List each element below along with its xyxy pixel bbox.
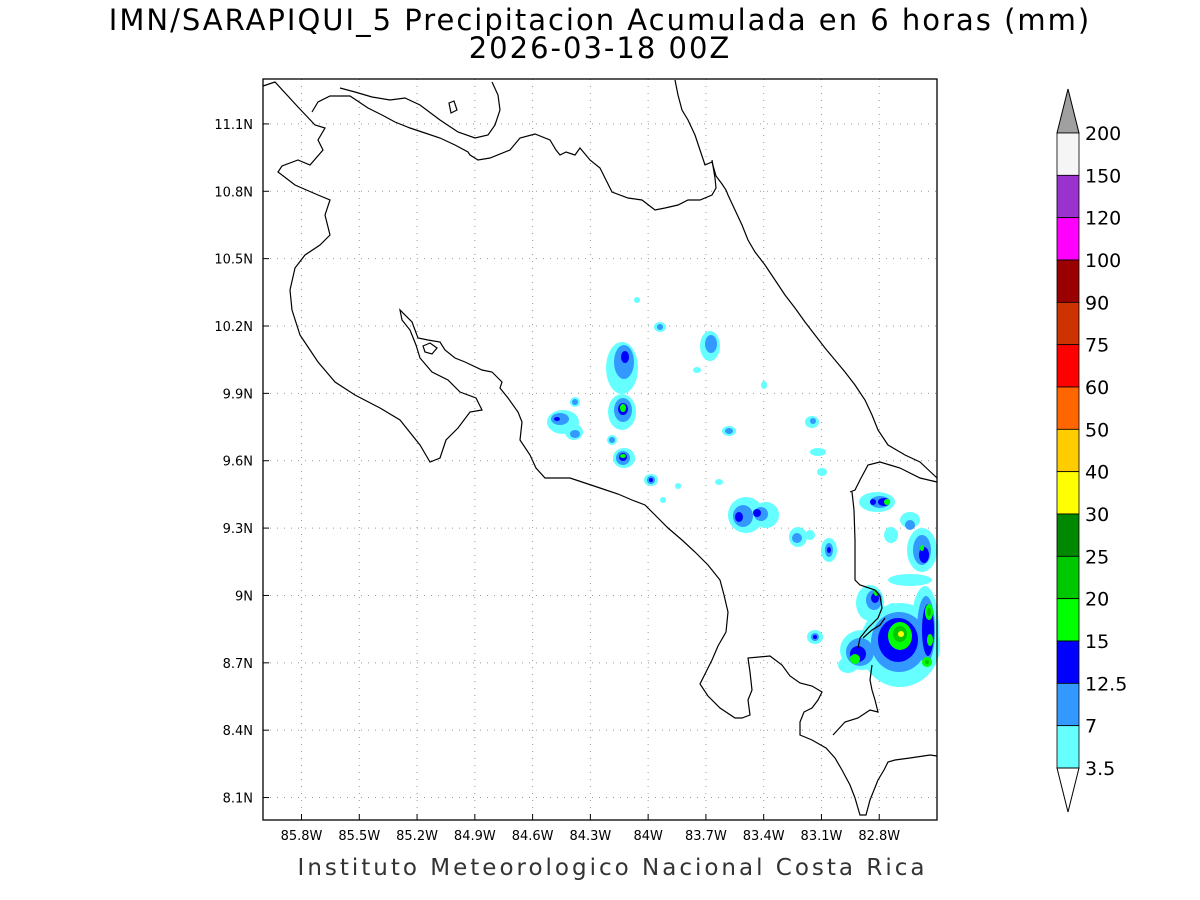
colorbar-segment bbox=[1056, 640, 1080, 684]
colorbar-label: 200 bbox=[1085, 123, 1121, 145]
colorbar-label: 3.5 bbox=[1085, 758, 1115, 780]
colorbar-segment bbox=[1056, 217, 1080, 261]
colorbar-label: 30 bbox=[1085, 504, 1109, 526]
colorbar-label: 40 bbox=[1085, 462, 1109, 484]
colorbar-segment bbox=[1056, 301, 1080, 346]
colorbar-segment bbox=[1056, 174, 1080, 219]
lat-tick-label: 9.3N bbox=[223, 522, 253, 537]
colorbar-label: 150 bbox=[1085, 165, 1121, 187]
lon-tick-label: 84.3W bbox=[569, 829, 611, 844]
lon-tick-label: 83.1W bbox=[801, 829, 843, 844]
lon-tick-label: 84.9W bbox=[454, 829, 496, 844]
colorbar-label: 15 bbox=[1085, 631, 1109, 653]
colorbar-label: 100 bbox=[1085, 250, 1121, 272]
colorbar-segment bbox=[1056, 386, 1080, 430]
colorbar-top-arrow bbox=[1056, 88, 1080, 134]
coastline bbox=[262, 79, 938, 816]
colorbar-segment bbox=[1056, 132, 1080, 176]
colorbar-label: 7 bbox=[1085, 716, 1097, 738]
lat-tick-label: 9.6N bbox=[223, 455, 253, 470]
lon-tick-label: 84W bbox=[633, 829, 663, 844]
colorbar-label: 25 bbox=[1085, 546, 1109, 568]
precipitation-field bbox=[547, 297, 940, 687]
map-title: IMN/SARAPIQUI_5 Precipitacion Acumulada … bbox=[108, 3, 1092, 37]
colorbar-label: 50 bbox=[1085, 419, 1109, 441]
longitude-axis: 85.8W 85.5W 85.2W 84.9W 84.6W 84.3W 84W 83.7W 83… bbox=[281, 814, 900, 844]
lat-tick-label: 10.2N bbox=[214, 320, 253, 335]
lon-tick-label: 85.8W bbox=[281, 829, 323, 844]
lat-tick-label: 11.1N bbox=[214, 118, 253, 133]
map-frame bbox=[262, 78, 938, 821]
map-subtitle-date: 2026-03-18 00Z bbox=[468, 31, 732, 65]
colorbar-label: 75 bbox=[1085, 335, 1109, 357]
colorbar-segment bbox=[1056, 471, 1080, 515]
lat-tick-label: 8.1N bbox=[223, 792, 253, 807]
lon-tick-label: 82.8W bbox=[858, 829, 900, 844]
grid-lines bbox=[263, 79, 937, 820]
colorbar-segment bbox=[1056, 555, 1080, 600]
colorbar-label: 20 bbox=[1085, 589, 1109, 611]
latitude-axis: 11.1N 10.8N 10.5N 10.2N 9.9N 9.6N 9.3N 9N 8.7N 8.… bbox=[214, 118, 269, 807]
footer-credit: Instituto Meteorologico Nacional Costa R… bbox=[297, 855, 928, 881]
colorbar-segment bbox=[1056, 682, 1080, 727]
colorbar: 200 150 120 100 90 75 60 50 40 30 25 20 15 12.5 7 3.5 bbox=[1056, 88, 1127, 813]
colorbar-segment bbox=[1056, 344, 1080, 388]
colorbar-segment bbox=[1056, 513, 1080, 557]
lon-tick-label: 83.7W bbox=[685, 829, 727, 844]
lon-tick-label: 84.6W bbox=[512, 829, 554, 844]
lat-tick-label: 8.7N bbox=[223, 657, 253, 672]
lon-tick-label: 83.4W bbox=[743, 829, 785, 844]
lat-tick-label: 8.4N bbox=[223, 724, 253, 739]
colorbar-segment bbox=[1056, 598, 1080, 642]
lon-tick-label: 85.5W bbox=[338, 829, 380, 844]
colorbar-label: 90 bbox=[1085, 292, 1109, 314]
colorbar-segment bbox=[1056, 259, 1080, 303]
colorbar-segment bbox=[1056, 725, 1080, 769]
colorbar-label: 60 bbox=[1085, 377, 1109, 399]
lon-tick-label: 85.2W bbox=[396, 829, 438, 844]
colorbar-bottom-arrow bbox=[1056, 767, 1080, 813]
lat-tick-label: 9.9N bbox=[223, 387, 253, 402]
precip-max bbox=[898, 631, 904, 637]
colorbar-label: 12.5 bbox=[1085, 673, 1127, 695]
lat-tick-label: 10.8N bbox=[214, 185, 253, 200]
colorbar-segment bbox=[1056, 428, 1080, 473]
lat-tick-label: 9N bbox=[235, 589, 253, 604]
lat-tick-label: 10.5N bbox=[214, 253, 253, 268]
colorbar-label: 120 bbox=[1085, 208, 1121, 230]
